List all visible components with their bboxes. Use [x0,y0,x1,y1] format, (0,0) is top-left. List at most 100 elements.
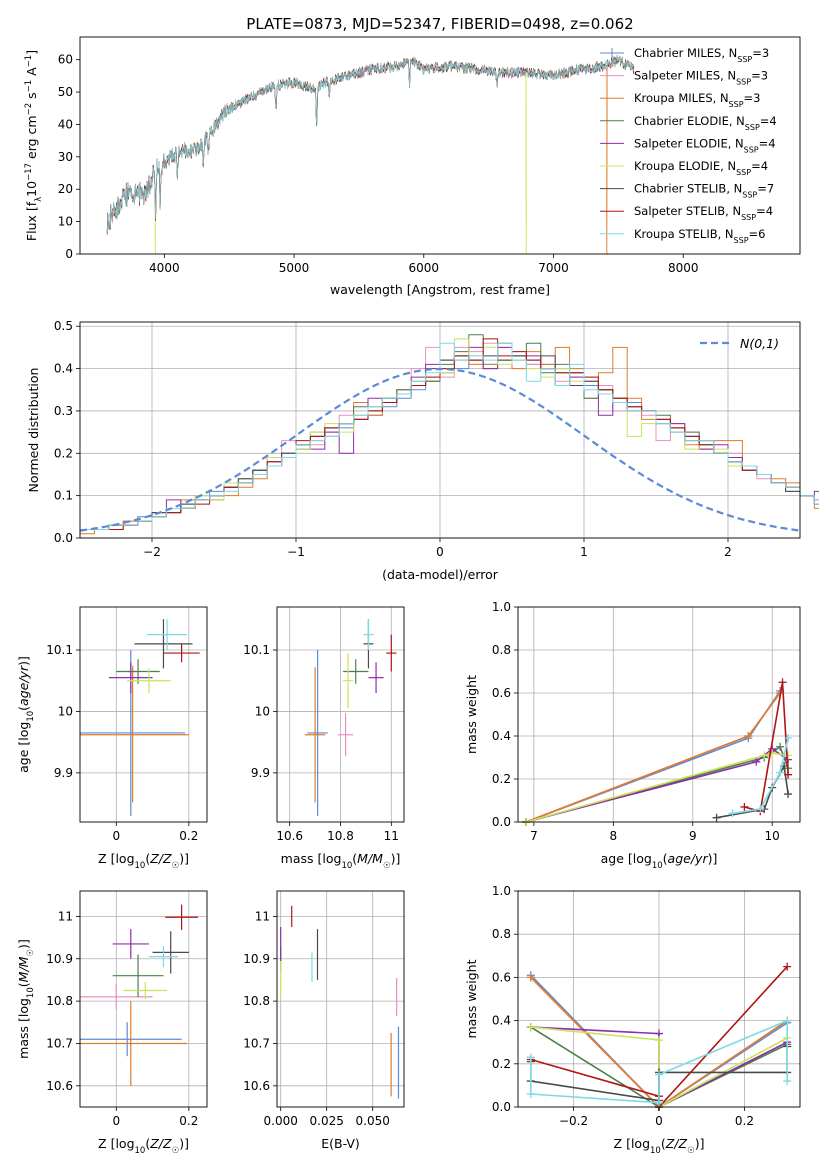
y-axis-label-part: A [24,67,39,80]
legend-entry: Chabrier ELODIE, NSSP=4 [634,114,777,132]
x-axis-label: Z [log10(Z/Z☉)] [98,1136,189,1156]
x-axis-label: mass [log10(M/M☉)] [281,851,401,871]
weight-marker [655,1098,663,1107]
y-tick-label: 0.4 [54,362,73,376]
y-axis-label-part: ] [24,50,39,55]
x-tick-label: 4000 [149,261,180,275]
weight-line-6 [525,752,789,823]
y-tick-label: 0.2 [492,772,511,786]
legend-entry: Salpeter ELODIE, NSSP=4 [634,136,776,154]
y-tick-label: 0.3 [54,404,73,418]
legend-entry-part: SSP [744,145,759,154]
x-axis-label: wavelength [Angstrom, rest frame] [330,282,550,297]
x-tick-label: 0.2 [735,1114,754,1128]
legend-entry-part: SSP [741,213,756,222]
x-tick-label: 0.025 [310,1114,344,1128]
y-axis-label-part: λ [34,197,44,202]
x-axis-label-part: Z/Z [149,851,172,866]
x-tick-label: 7000 [538,261,569,275]
y-axis-label-part: )] [16,656,31,666]
y-tick-label: 0.4 [492,729,511,743]
y-tick-label: 0.4 [492,1014,511,1028]
x-tick-label: 8 [610,829,618,843]
legend-entry-part: =7 [757,182,774,196]
x-axis-label: Z [log10(Z/Z☉)] [98,851,189,871]
y-tick-label: 20 [58,182,73,196]
y-tick-label: 10 [58,215,73,229]
y-tick-label: 10.7 [46,1036,73,1050]
weight-marker [783,962,792,971]
spectrum-line-5 [106,54,635,234]
legend-entry-part: Salpeter STELIB, N [634,204,741,218]
axes-frame [276,890,405,1108]
x-tick-label: 0.2 [179,829,198,843]
y-tick-label: 60 [58,53,73,67]
y-tick-label: 1.0 [492,884,511,898]
legend-entry: Kroupa STELIB, NSSP=6 [634,227,765,245]
y-tick-label: 0.8 [492,927,511,941]
x-axis-label: age [log10(age/yr)] [601,851,718,871]
y-axis-label: age [log10(age/yr)] [16,656,36,773]
weight-line-9 [732,737,789,815]
legend-entry: Salpeter MILES, NSSP=3 [634,69,768,87]
y-tick-label: 10 [58,704,73,718]
y-tick-label: 10.6 [46,1079,73,1093]
y-axis-label-part: −1 [24,55,34,68]
weight-marker [776,768,785,777]
weight-marker [778,678,787,687]
weight-marker [655,1070,663,1079]
y-axis-label-part: s [24,92,39,103]
y-tick-label: 10.8 [46,994,73,1008]
x-axis-label-part: ☉ [172,861,180,871]
weight-marker [526,1023,535,1032]
y-tick-label: 1.0 [492,600,511,614]
x-axis-label-part: Z/Z [665,1136,688,1151]
x-axis-label-part: Z/Z [149,1136,172,1151]
weight-line-2 [525,692,781,823]
legend-entry-part: =3 [752,46,769,60]
y-tick-label: 0.2 [492,1057,511,1071]
weight-marker [712,813,721,822]
weight-marker [784,734,793,743]
legend-entry-part: Salpeter MILES, N [634,69,736,83]
legend-entry-part: Kroupa ELODIE, N [634,159,736,173]
x-axis-label-part: mass [log [281,851,342,866]
x-tick-label: 1 [580,545,588,559]
y-tick-label: 0.6 [492,970,511,984]
x-axis-label-part: age [log [601,851,652,866]
weight-marker [655,1036,663,1045]
y-tick-label: 10.9 [243,952,270,966]
points-group [280,905,400,1099]
x-tick-label: −2 [143,545,161,559]
mass-vs-extinction-panel: 0.000 0.025 0.050 10.6 10.7 10.8 10.9 11 E(B-V) [243,890,405,1151]
mass-weight-vs-metallicity-panel: −0.2 0 0.2 0.0 0.2 0.4 0.6 0.8 1.0 Z [log10(Z/Z☉)… [464,884,801,1156]
legend-entry-part: =3 [744,91,761,105]
legend-entry-part: SSP [736,77,751,86]
legend-entry: N(0,1) [740,336,779,351]
points-group [80,904,198,1086]
y-tick-label: 10.8 [243,994,270,1008]
y-axis-label-part: −17 [24,163,34,181]
weight-marker [784,790,793,799]
weight-marker [783,1016,792,1025]
x-tick-label: 6000 [409,261,440,275]
y-tick-label: 0.0 [492,1100,511,1114]
x-tick-label: 10.6 [276,829,303,843]
y-tick-label: 0.6 [492,686,511,700]
weight-marker [784,770,793,779]
legend-entry: Salpeter STELIB, NSSP=4 [634,204,773,222]
x-axis-label: E(B-V) [321,1136,360,1151]
x-axis-label-part: ( [661,1136,666,1151]
y-axis-label-part: ☉ [26,949,36,957]
x-tick-label: 9 [689,829,697,843]
x-axis-label-part: )] [708,851,718,866]
legend-entry-part: Chabrier MILES, N [634,46,737,60]
histogram-7 [80,355,819,530]
y-axis-label-part: ( [16,982,31,987]
weight-line-3 [525,692,781,823]
x-tick-label: 10.8 [327,829,354,843]
y-axis-label-part: 10 [26,987,36,998]
residuals-panel: −2 −1 0 1 2 0.0 0.1 0.2 0.3 0.4 0.5 (data-model)/er… [26,319,819,582]
y-axis-label-part: M/M [16,956,31,982]
x-axis-label-part: age/yr [668,851,709,866]
